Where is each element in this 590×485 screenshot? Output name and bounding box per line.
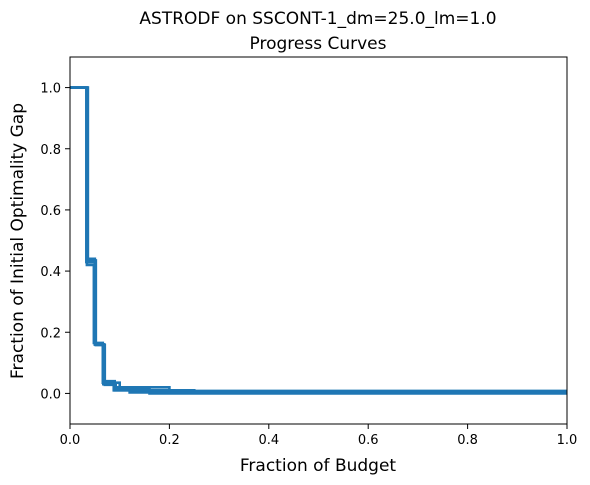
x-tick-label: 1.0 [557,433,578,448]
x-axis-ticks: 0.0 0.2 0.4 0.6 0.8 1.0 [60,424,578,448]
x-axis-label: Fraction of Budget [240,456,397,476]
y-tick-label: 0.8 [40,143,61,158]
x-tick-label: 0.0 [60,433,81,448]
y-tick-label: 0.4 [40,265,61,280]
y-axis-ticks: 0.0 0.2 0.4 0.6 0.8 1.0 [40,82,70,402]
y-tick-label: 0.2 [40,326,61,341]
plot-frame [69,56,568,425]
y-tick-label: 0.0 [40,387,61,402]
x-tick-label: 0.2 [159,433,180,448]
chart-title: ASTRODF on SSCONT-1_dm=25.0_lm=1.0 [139,9,496,29]
chart-subtitle: Progress Curves [250,34,387,54]
x-tick-label: 0.6 [358,433,379,448]
y-axis-label: Fraction of Initial Optimality Gap [8,103,28,379]
y-tick-label: 0.6 [40,204,61,219]
x-tick-label: 0.8 [457,433,478,448]
series-line-run-5 [70,86,567,394]
series-layer [70,86,567,395]
y-tick-label: 1.0 [40,82,61,97]
x-tick-label: 0.4 [258,433,279,448]
